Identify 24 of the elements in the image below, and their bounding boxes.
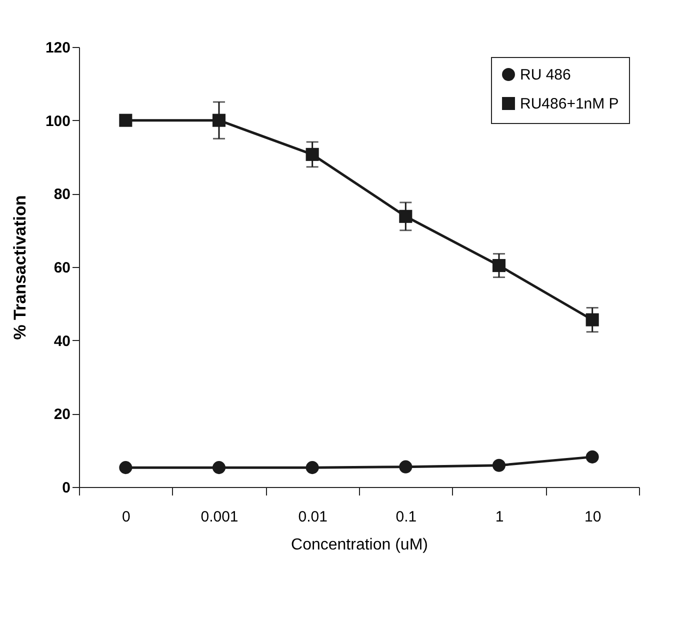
x-tick-label: 0.001 — [200, 508, 238, 526]
x-axis-title: Concentration (uM) — [291, 536, 428, 554]
y-axis-title: % Transactivation — [10, 195, 30, 340]
x-tick-label: 0 — [122, 508, 130, 526]
x-tick-label: 0.1 — [396, 508, 417, 526]
point — [399, 460, 412, 474]
point — [492, 458, 506, 472]
x-tick-label: 1 — [495, 508, 504, 526]
legend-label: RU 486 — [520, 66, 571, 84]
x-tick-label: 0.01 — [298, 508, 328, 526]
y-tick-label: 60 — [54, 260, 70, 276]
point — [212, 461, 226, 474]
point — [119, 114, 132, 127]
point — [119, 461, 132, 474]
y-tick-label: 0 — [62, 480, 70, 496]
y-tick-label: 100 — [45, 112, 70, 130]
point — [586, 450, 599, 464]
y-tick-label: 120 — [45, 40, 70, 56]
y-tick-label: 20 — [54, 406, 70, 424]
x-tick-label: 10 — [584, 508, 602, 526]
y-tick-label: 40 — [54, 332, 70, 350]
point — [306, 461, 319, 474]
y-tick-label: 80 — [54, 186, 70, 204]
legend-label: RU486+1nM P — [520, 96, 619, 112]
